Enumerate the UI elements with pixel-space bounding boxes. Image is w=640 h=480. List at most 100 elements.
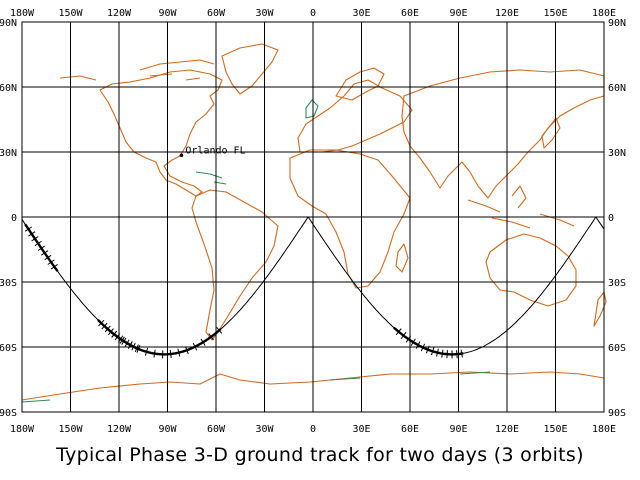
time-tick <box>425 345 430 354</box>
australia-outline <box>485 233 577 307</box>
lat-tick-label: 90S <box>0 408 17 419</box>
lon-tick-label: 0 <box>310 8 316 19</box>
lon-tick-label: 30W <box>255 8 274 19</box>
time-tick <box>216 326 223 334</box>
lat-tick-label: 60S <box>0 343 17 354</box>
lon-tick-label: 120W <box>107 424 132 435</box>
lon-tick-label: 180E <box>592 8 616 19</box>
time-tick <box>114 333 121 341</box>
continent-outlines <box>21 43 607 403</box>
time-tick <box>31 236 39 242</box>
lat-tick-label: 60S <box>608 343 626 354</box>
arctic-islands-outline <box>59 59 215 81</box>
greenland-outline <box>221 43 279 95</box>
time-tick <box>107 328 114 336</box>
japan-outline <box>541 117 561 149</box>
lon-tick-label: 180W <box>10 8 35 19</box>
antarctica-coast-accent <box>21 371 491 403</box>
time-tick <box>460 349 463 358</box>
time-tick <box>134 344 139 353</box>
lat-lon-grid <box>21 21 605 413</box>
lat-tick-label: 0 <box>11 213 17 224</box>
time-tick <box>185 346 189 355</box>
lat-tick-label: 30N <box>0 148 17 159</box>
time-tick <box>436 348 439 357</box>
time-tick <box>441 349 444 358</box>
orbit-ground-track <box>21 216 605 359</box>
lat-tick-label: 60N <box>608 83 626 94</box>
time-tick <box>37 245 45 251</box>
lon-tick-label: 180E <box>592 424 616 435</box>
time-tick <box>410 338 416 346</box>
lon-tick-label: 30W <box>255 424 274 435</box>
new-zealand-outline <box>593 291 607 327</box>
madagascar-outline <box>395 243 409 273</box>
time-tick <box>200 338 206 346</box>
lat-tick-label: 30N <box>608 148 626 159</box>
time-tick <box>169 349 172 359</box>
south-america-outline <box>191 189 279 341</box>
time-tick <box>111 330 117 338</box>
lon-tick-label: 30E <box>352 8 370 19</box>
ground-track-map: 180W 180W 150W 150W 120W 120W 90W 90W 60W 60W 30W 3… <box>0 8 626 435</box>
time-tick <box>446 350 448 359</box>
apogee-arc <box>97 319 141 351</box>
lon-tick-label: 90W <box>158 8 177 19</box>
time-tick <box>28 231 36 237</box>
figure-caption: Typical Phase 3-D ground track for two d… <box>56 444 584 466</box>
time-tick <box>104 325 111 333</box>
time-tick <box>44 254 52 261</box>
time-tick <box>420 343 426 352</box>
southeast-asia-islands-outline <box>467 185 575 229</box>
time-tick <box>395 328 402 336</box>
lon-tick-label: 120W <box>107 8 132 19</box>
time-tick <box>405 335 412 343</box>
time-tick <box>415 341 421 349</box>
time-tick <box>124 339 130 347</box>
ground-track-loop <box>595 216 605 230</box>
time-tick <box>127 341 133 349</box>
time-tick <box>153 349 156 358</box>
north-america-outline <box>99 69 223 197</box>
lon-tick-label: 60E <box>401 8 419 19</box>
time-tick <box>456 350 458 359</box>
apogee-arc <box>393 326 464 356</box>
lat-tick-label: 30S <box>608 278 626 289</box>
asia-outline <box>401 69 605 199</box>
time-tick <box>24 226 33 232</box>
time-tick <box>98 319 105 327</box>
lon-tick-label: 150E <box>543 8 567 19</box>
lon-tick-label: 0 <box>310 424 316 435</box>
europe-outline <box>297 79 413 153</box>
lon-tick-label: 150W <box>58 424 83 435</box>
lon-tick-label: 120E <box>495 8 519 19</box>
lon-tick-label: 90E <box>449 8 467 19</box>
lon-tick-label: 60W <box>207 424 226 435</box>
lon-tick-label: 150E <box>543 424 567 435</box>
british-isles-outline <box>305 99 319 119</box>
lon-tick-label: 30E <box>352 424 370 435</box>
time-tick <box>50 264 58 270</box>
africa-outline <box>289 149 411 289</box>
lat-tick-label: 90S <box>608 408 626 419</box>
ground-track-loop <box>307 216 597 355</box>
ground-track-loop <box>21 216 309 355</box>
time-tick <box>400 332 407 340</box>
time-tick <box>192 342 198 351</box>
lon-tick-label: 150W <box>58 8 83 19</box>
lon-tick-label: 60W <box>207 8 226 19</box>
lat-tick-label: 90N <box>608 18 626 29</box>
lon-tick-label: 60E <box>401 424 419 435</box>
time-tick <box>41 250 49 256</box>
place-label: Orlando FL <box>185 145 245 156</box>
lat-tick-label: 60N <box>0 83 17 94</box>
place-dot <box>179 153 184 158</box>
lon-tick-label: 90W <box>158 424 177 435</box>
time-tick <box>208 333 214 341</box>
time-tick <box>34 240 42 247</box>
place-marker: Orlando FL <box>179 145 246 158</box>
lon-tick-label: 120E <box>495 424 519 435</box>
axis-labels: 180W 180W 150W 150W 120W 120W 90W 90W 60W 60W 30W 3… <box>0 8 626 435</box>
time-tick <box>430 347 435 356</box>
time-tick <box>131 342 136 351</box>
